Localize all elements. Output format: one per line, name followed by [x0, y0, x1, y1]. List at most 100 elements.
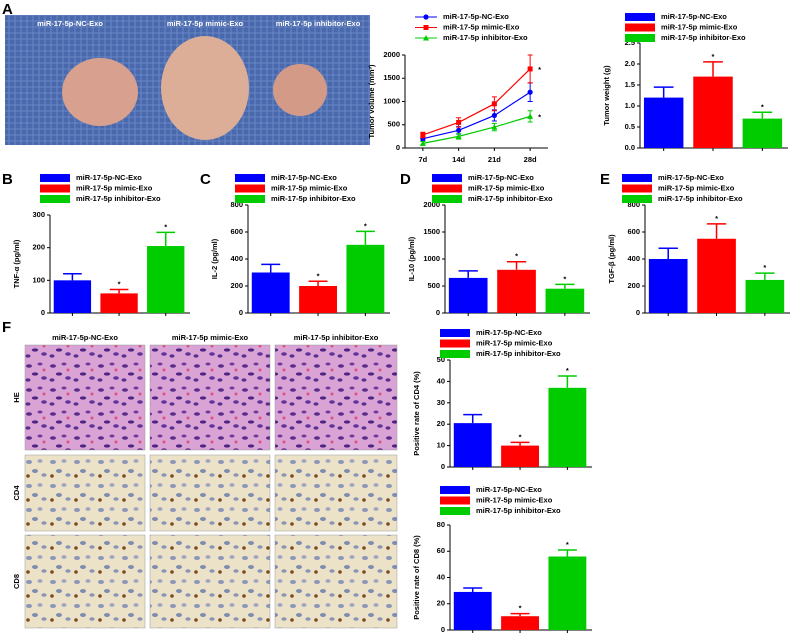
y-tick-label: 1.0 — [625, 101, 635, 110]
y-tick-label: 60 — [437, 546, 445, 555]
y-tick-label: 400 — [627, 254, 640, 263]
legend-label: miR-17-5p-NC-Exo — [76, 173, 142, 182]
annotation: * — [715, 214, 718, 223]
legend-label: miR-17-5p-NC-Exo — [658, 173, 724, 182]
marker — [423, 14, 429, 20]
legend-label: miR-17-5p inhibitor-Exo — [661, 33, 746, 42]
annotation: * — [563, 274, 566, 283]
bar — [453, 423, 492, 467]
y-tick-label: 200 — [32, 243, 45, 252]
micrograph — [149, 344, 271, 451]
legend-swatch — [625, 34, 655, 42]
annotation: * — [761, 102, 764, 111]
annotation: * — [538, 65, 541, 74]
legend-label: miR-17-5p-NC-Exo — [476, 328, 542, 337]
error-bar — [109, 288, 129, 294]
y-tick-label: 1000 — [423, 254, 440, 263]
marker — [423, 25, 429, 30]
bar — [745, 279, 785, 313]
y-tick-label: 1.5 — [625, 80, 635, 89]
y-tick-label: 200 — [230, 281, 243, 290]
error-bar — [355, 230, 375, 245]
legend-label: miR-17-5p inhibitor-Exo — [271, 194, 356, 203]
micrograph — [274, 344, 398, 451]
annotation: * — [364, 221, 367, 230]
y-tick-label: 100 — [32, 275, 45, 284]
bar — [147, 246, 185, 313]
error-bar — [463, 413, 483, 424]
legend-label: miR-17-5p mimic-Exo — [661, 22, 738, 31]
legend-swatch — [235, 174, 265, 182]
annotation: * — [763, 263, 766, 272]
bar — [548, 387, 587, 467]
micrograph — [24, 534, 146, 629]
column-label: miR-17-5p-NC-Exo — [52, 333, 118, 342]
y-axis-label: TNF-α (pg/ml) — [12, 239, 21, 288]
annotation: * — [566, 540, 569, 549]
legend-swatch — [625, 13, 655, 21]
y-tick-label: 400 — [230, 254, 243, 263]
y-tick-label: 500 — [387, 120, 400, 129]
bar — [697, 238, 736, 313]
panel-letter: C — [200, 171, 211, 188]
legend-label: miR-17-5p mimic-Exo — [476, 338, 553, 347]
bar — [742, 118, 783, 148]
legend-swatch — [440, 350, 470, 358]
error-bar — [706, 223, 727, 239]
y-tick-label: 0 — [436, 308, 440, 317]
legend-label: miR-17-5p inhibitor-Exo — [76, 194, 161, 203]
legend-swatch — [40, 195, 70, 203]
error-bar — [752, 111, 773, 119]
marker — [491, 124, 498, 130]
micrograph — [149, 534, 271, 629]
y-axis-label: Positive rate of CD8 (%) — [412, 535, 421, 620]
y-tick-label: 800 — [627, 200, 640, 209]
y-tick-label: 600 — [230, 227, 243, 236]
error-bar — [261, 263, 281, 273]
marker — [491, 112, 497, 119]
legend-label: miR-17-5p-NC-Exo — [661, 12, 727, 21]
legend-swatch — [625, 23, 655, 32]
legend-label: miR-17-5p mimic-Exo — [476, 495, 553, 504]
annotation: * — [118, 279, 121, 288]
y-tick-label: 0.5 — [625, 122, 635, 131]
error-bar — [510, 441, 530, 446]
bar — [100, 293, 138, 313]
annotation: * — [538, 112, 541, 121]
error-bar — [458, 270, 478, 278]
micrograph — [24, 344, 146, 451]
error-bar — [557, 375, 577, 388]
bar — [501, 445, 539, 467]
error-bar — [510, 612, 530, 617]
x-tick-label: 14d — [452, 155, 465, 164]
y-tick-label: 1500 — [383, 73, 400, 82]
bar — [545, 288, 585, 313]
annotation: * — [519, 604, 522, 613]
legend-label: miR-17-5p mimic-Exo — [658, 183, 735, 192]
marker — [456, 119, 462, 125]
y-tick-label: 80 — [437, 520, 445, 529]
legend-swatch — [622, 184, 652, 193]
bar — [251, 272, 290, 313]
y-tick-label: 200 — [627, 281, 640, 290]
panel-letter: B — [2, 171, 13, 188]
photo-label: miR-17-5p mimic-Exo — [167, 19, 244, 28]
marker — [420, 132, 426, 138]
legend-label: miR-17-5p mimic-Exo — [271, 183, 348, 192]
legend-swatch — [622, 174, 652, 182]
y-tick-label: 30 — [437, 398, 445, 407]
y-tick-label: 0 — [636, 308, 640, 317]
error-bar — [506, 260, 527, 270]
bar — [648, 259, 688, 313]
legend-label: miR-17-5p-NC-Exo — [468, 173, 534, 182]
y-tick-label: 500 — [427, 281, 440, 290]
y-tick-label: 20 — [437, 599, 445, 608]
y-tick-label: 0.0 — [625, 143, 635, 152]
bar — [693, 76, 733, 148]
legend-label: miR-17-5p mimic-Exo — [76, 183, 153, 192]
column-label: miR-17-5p inhibitor-Exo — [294, 333, 379, 342]
legend-swatch — [440, 486, 470, 494]
tumor — [62, 58, 138, 126]
y-tick-label: 2000 — [423, 200, 440, 209]
legend-swatch — [40, 174, 70, 182]
